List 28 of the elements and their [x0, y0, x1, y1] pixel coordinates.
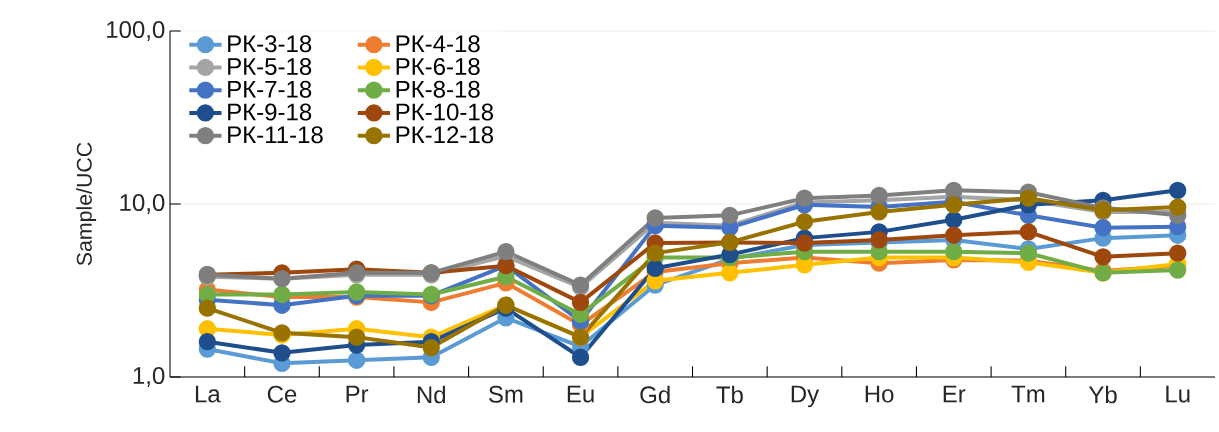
y-axis-title: Sample/UCC [76, 142, 97, 266]
x-tick-label: Eu [567, 385, 594, 403]
x-tick-label: Nd [417, 385, 446, 404]
x-tick-label: Pr [346, 385, 369, 403]
x-tick-label: Tb [716, 385, 743, 404]
legend-label: РК-8-18 [396, 80, 480, 98]
x-tick-label: Tm [1011, 385, 1045, 403]
x-tick-label: Lu [1166, 385, 1190, 403]
x-tick-label: Sm [488, 385, 523, 403]
x-tick-label: Gd [640, 385, 670, 404]
x-tick-label: Ho [865, 385, 894, 403]
x-tick-label: Yb [1088, 385, 1117, 404]
legend-label: РК-5-18 [228, 58, 312, 76]
legend-label: РК-10-18 [396, 103, 494, 121]
legend-label: РК-4-18 [396, 35, 480, 53]
x-tick-label: Er [943, 385, 966, 403]
legend-label: РК-12-18 [396, 126, 494, 144]
legend-label: РК-7-18 [228, 80, 312, 98]
legend-label: РК-9-18 [228, 103, 312, 121]
x-tick-label: Dy [791, 385, 820, 408]
x-tick-label: Ce [267, 385, 297, 403]
legend-label: РК-11-18 [228, 126, 323, 144]
y-tick-label: 10,0 [120, 194, 165, 214]
legend-label: РК-3-18 [228, 35, 312, 53]
y-tick-label: 100,0 [107, 21, 165, 41]
y-tick-label: 1,0 [133, 367, 165, 387]
legend-label: РК-6-18 [396, 58, 480, 76]
x-tick-label: La [195, 385, 221, 403]
